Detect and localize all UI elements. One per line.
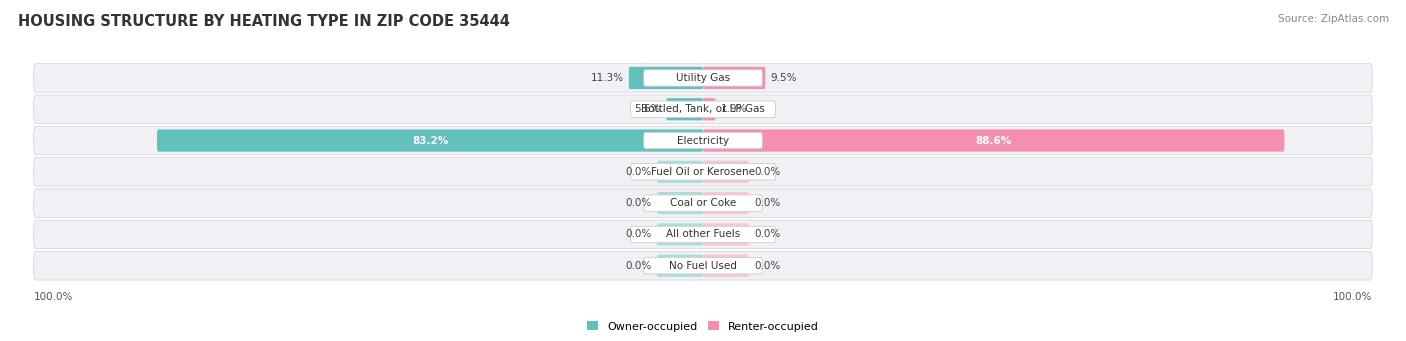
Text: 0.0%: 0.0% [754,167,780,177]
FancyBboxPatch shape [644,257,762,274]
Text: 5.6%: 5.6% [634,104,661,114]
FancyBboxPatch shape [34,251,1372,280]
FancyBboxPatch shape [34,158,1372,186]
Text: Electricity: Electricity [676,135,730,146]
Text: 0.0%: 0.0% [626,198,652,208]
Text: 0.0%: 0.0% [626,229,652,239]
FancyBboxPatch shape [157,130,703,152]
FancyBboxPatch shape [703,255,749,277]
FancyBboxPatch shape [657,161,703,183]
Text: 100.0%: 100.0% [1333,292,1372,302]
FancyBboxPatch shape [657,255,703,277]
FancyBboxPatch shape [34,95,1372,123]
Text: 100.0%: 100.0% [34,292,73,302]
FancyBboxPatch shape [34,189,1372,218]
FancyBboxPatch shape [703,130,1285,152]
FancyBboxPatch shape [657,192,703,214]
FancyBboxPatch shape [703,192,749,214]
FancyBboxPatch shape [644,132,762,149]
Text: HOUSING STRUCTURE BY HEATING TYPE IN ZIP CODE 35444: HOUSING STRUCTURE BY HEATING TYPE IN ZIP… [18,14,510,29]
Text: 88.6%: 88.6% [976,135,1012,146]
FancyBboxPatch shape [34,220,1372,249]
Text: 0.0%: 0.0% [626,261,652,271]
Text: Fuel Oil or Kerosene: Fuel Oil or Kerosene [651,167,755,177]
FancyBboxPatch shape [628,67,703,89]
Text: Coal or Coke: Coal or Coke [669,198,737,208]
Text: No Fuel Used: No Fuel Used [669,261,737,271]
Text: Utility Gas: Utility Gas [676,73,730,83]
Text: 1.9%: 1.9% [721,104,747,114]
FancyBboxPatch shape [630,226,776,243]
FancyBboxPatch shape [644,70,762,86]
Text: 0.0%: 0.0% [754,261,780,271]
FancyBboxPatch shape [34,126,1372,155]
Legend: Owner-occupied, Renter-occupied: Owner-occupied, Renter-occupied [582,317,824,336]
Text: Bottled, Tank, or LP Gas: Bottled, Tank, or LP Gas [641,104,765,114]
Text: 0.0%: 0.0% [626,167,652,177]
FancyBboxPatch shape [703,67,765,89]
Text: Source: ZipAtlas.com: Source: ZipAtlas.com [1278,14,1389,24]
Text: 83.2%: 83.2% [412,135,449,146]
FancyBboxPatch shape [34,64,1372,92]
FancyBboxPatch shape [630,101,776,117]
Text: All other Fuels: All other Fuels [666,229,740,239]
FancyBboxPatch shape [666,98,703,120]
FancyBboxPatch shape [703,161,749,183]
FancyBboxPatch shape [703,223,749,246]
Text: 9.5%: 9.5% [770,73,797,83]
FancyBboxPatch shape [630,164,776,180]
Text: 11.3%: 11.3% [591,73,624,83]
FancyBboxPatch shape [703,98,716,120]
Text: 0.0%: 0.0% [754,198,780,208]
FancyBboxPatch shape [657,223,703,246]
FancyBboxPatch shape [644,195,762,211]
Text: 0.0%: 0.0% [754,229,780,239]
